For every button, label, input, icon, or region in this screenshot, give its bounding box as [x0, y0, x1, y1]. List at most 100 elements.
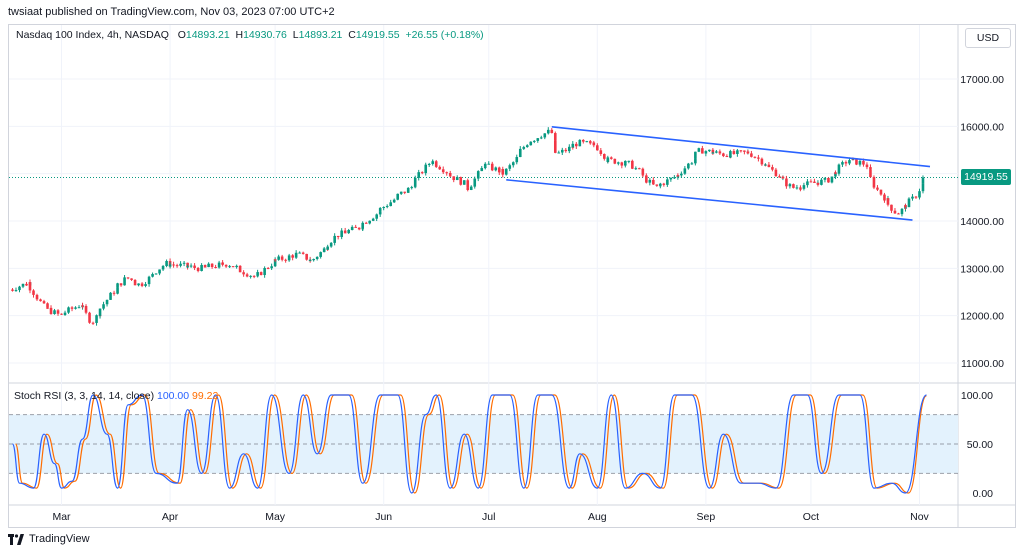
candle [567, 144, 571, 154]
candle-body [834, 172, 837, 174]
candle-body [466, 187, 470, 190]
candle-body [504, 168, 508, 175]
currency-button[interactable]: USD [965, 28, 1011, 48]
candle-layer [11, 127, 925, 326]
candle-body [203, 266, 207, 268]
candle-body [322, 248, 326, 253]
candle [729, 149, 732, 159]
candle [81, 302, 84, 309]
candle-body [67, 307, 70, 313]
candle [921, 182, 925, 194]
candle-body [371, 218, 375, 221]
candle-body [413, 177, 417, 187]
candle-body [214, 266, 217, 268]
candle [858, 158, 862, 167]
channel-line-upper [551, 126, 931, 168]
candle-body [883, 194, 886, 201]
candle [529, 141, 533, 146]
candle-body [445, 172, 449, 174]
candle [126, 277, 130, 280]
symbol-label[interactable]: Nasdaq 100 Index, 4h, NASDAQ [16, 29, 169, 41]
candle-body [536, 138, 540, 141]
candle [757, 154, 760, 162]
candle-body [788, 184, 792, 187]
candle-body [147, 276, 151, 285]
x-tick-label: Sep [697, 511, 716, 523]
candle [732, 149, 736, 155]
candle-body [890, 204, 893, 211]
footer-brand[interactable]: TradingView [29, 533, 90, 545]
candle [638, 167, 641, 170]
candle [179, 261, 182, 268]
candle-body [217, 262, 221, 268]
indicator-name[interactable]: Stoch RSI (3, 3, 14, 14, close) [14, 390, 155, 402]
candle-body [406, 187, 410, 193]
candle-body [21, 283, 25, 287]
tradingview-logo-icon[interactable] [8, 533, 24, 545]
x-tick-label: Jun [375, 511, 392, 523]
candle [599, 147, 603, 156]
candle-body [806, 181, 809, 186]
candle [417, 169, 421, 181]
candle-body [638, 168, 641, 170]
candle-body [722, 153, 725, 157]
candle-body [522, 147, 526, 149]
candle-body [35, 294, 39, 300]
candle-body [708, 149, 711, 152]
candle [336, 235, 340, 240]
candle-body [413, 186, 417, 188]
candle [102, 301, 105, 311]
candle [515, 154, 519, 165]
candle [196, 266, 200, 273]
candle [98, 308, 102, 319]
candle-body [186, 266, 189, 268]
candle-body [634, 168, 638, 170]
candle-body [392, 199, 396, 203]
candle [420, 171, 424, 175]
candle-body [750, 153, 753, 157]
candle [511, 161, 515, 168]
candle-body [487, 163, 491, 165]
candle-body [462, 180, 466, 185]
candle [462, 180, 466, 185]
candle [816, 182, 820, 187]
candle [553, 139, 557, 154]
candle [596, 143, 599, 151]
candle [652, 177, 655, 185]
candle [245, 272, 249, 278]
candle-body [620, 162, 624, 166]
candle [217, 260, 221, 269]
candle-body [347, 229, 350, 234]
candle-body [743, 150, 746, 152]
candle-body [567, 146, 571, 152]
candle-body [364, 222, 368, 224]
candle-body [739, 150, 743, 152]
candle [536, 138, 540, 140]
candle [28, 279, 32, 294]
candle-body [109, 292, 112, 300]
candle [911, 194, 914, 201]
candle-body [466, 180, 470, 188]
candle [518, 146, 522, 154]
candle [413, 175, 417, 187]
candle-body [336, 235, 340, 238]
axis-layer: Mar Apr May Jun Jul Aug Sep Oct Nov 11000.00 12000… [52, 74, 1004, 523]
candle-body [403, 191, 407, 193]
candle-body [645, 175, 648, 183]
candle-body [771, 167, 774, 170]
candle-body [326, 246, 329, 250]
stoch-k-line [11, 394, 928, 494]
candle [326, 244, 329, 250]
candle [560, 147, 564, 155]
candle-body [70, 307, 74, 309]
candle-body [599, 150, 603, 155]
candle [802, 182, 806, 191]
candle-body [834, 172, 837, 177]
stoch-rsi-legend: Stoch RSI (3, 3, 14, 14, close) 100.00 9… [14, 390, 218, 402]
candle-body [452, 176, 456, 181]
candle [624, 160, 627, 165]
candle-body [242, 272, 245, 275]
candle [592, 140, 596, 148]
candle-body [119, 283, 123, 286]
